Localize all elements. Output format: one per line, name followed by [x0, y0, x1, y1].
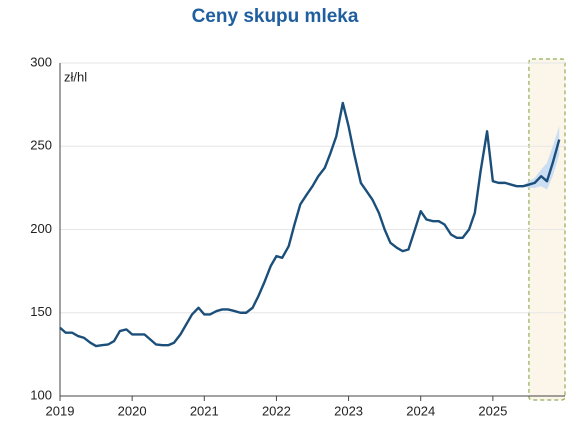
- y-axis-label: zł/hl: [64, 69, 87, 84]
- y-tick-label: 200: [30, 221, 52, 236]
- y-tick-label: 100: [30, 387, 52, 402]
- data-line: [59, 101, 561, 348]
- x-tick-label: 2019: [46, 403, 75, 418]
- y-tick-label: 300: [30, 54, 52, 69]
- y-tick-label: 150: [30, 304, 52, 319]
- x-tick-label: 2023: [334, 403, 363, 418]
- x-tick-label: 2025: [478, 403, 507, 418]
- x-tick-label: 2021: [190, 403, 219, 418]
- chart-title: Ceny skupu mleka: [192, 6, 359, 27]
- x-tick-label: 2024: [406, 403, 435, 418]
- y-tick-label: 250: [30, 138, 52, 153]
- x-tick-label: 2022: [262, 403, 291, 418]
- x-tick-label: 2020: [118, 403, 147, 418]
